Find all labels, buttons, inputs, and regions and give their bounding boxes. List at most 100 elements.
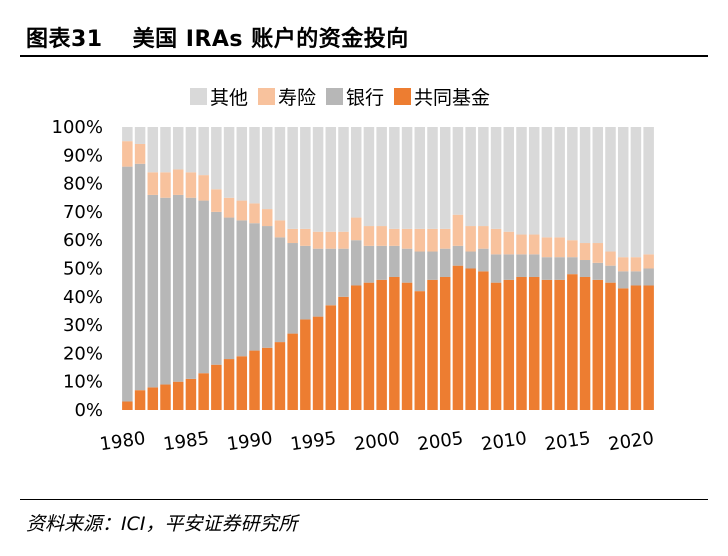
bar-segment-2019-s0 (617, 288, 629, 410)
bar-segment-1995-s1 (312, 248, 324, 317)
bar-segment-1989-s3 (236, 127, 248, 201)
bar-segment-2021-s3 (643, 127, 654, 255)
bar-segment-1996-s2 (325, 231, 337, 249)
bar-segment-1982-s1 (147, 194, 159, 388)
bar-segment-2017-s1 (592, 262, 604, 280)
bar-segment-2009-s0 (490, 282, 502, 410)
figure-title-text: 美国 IRAs 账户的资金投向 (132, 27, 409, 52)
bar-segment-2021-s0 (643, 285, 654, 410)
bar-segment-1987-s1 (211, 211, 222, 365)
bar-segment-2012-s1 (528, 254, 540, 277)
bar-segment-2019-s3 (617, 127, 629, 258)
legend-swatch-insurance (258, 87, 276, 105)
bar-segment-1984-s2 (172, 169, 184, 195)
bar-segment-1992-s2 (274, 220, 286, 238)
bar-segment-2009-s2 (490, 228, 502, 255)
bar-segment-2018-s0 (605, 282, 616, 410)
bar-segment-1980-s0 (122, 401, 133, 410)
bar-segment-1999-s0 (363, 282, 375, 410)
bar-segment-2000-s2 (376, 226, 387, 246)
bar-segment-1992-s3 (274, 127, 286, 221)
legend-item-other: 其他 (190, 83, 248, 110)
bar-segment-2011-s1 (516, 254, 527, 277)
y-tick-label: 70% (63, 202, 103, 223)
bar-segment-1981-s1 (134, 163, 146, 391)
bar-segment-2006-s2 (452, 214, 464, 246)
bar-segment-2008-s3 (478, 127, 489, 227)
bar-segment-2001-s3 (389, 127, 400, 229)
stacked-bar-chart: 0% 10% 20% 30% 40% 50% 60% 70% 80% 90% 100% 1980 198… (52, 117, 656, 455)
bar-segment-2012-s0 (528, 276, 540, 410)
bar-segment-1991-s1 (261, 226, 273, 348)
bar-segment-2008-s1 (478, 248, 489, 272)
bar-segment-2014-s3 (554, 127, 565, 238)
bar-segment-2001-s0 (389, 276, 400, 410)
bar-segment-2016-s0 (579, 276, 591, 410)
bar-segment-1991-s3 (261, 127, 273, 210)
bar-segment-2007-s2 (465, 226, 476, 252)
bar-segment-2010-s0 (503, 279, 515, 410)
bar-segment-2013-s3 (541, 127, 553, 238)
bar-segment-1997-s0 (338, 296, 349, 410)
bar-segment-1993-s3 (287, 127, 298, 229)
bar-segment-2002-s2 (401, 228, 413, 249)
bar-segment-2019-s1 (617, 271, 629, 289)
bar-segment-2010-s2 (503, 231, 515, 255)
bar-segment-2006-s0 (452, 265, 464, 410)
bar-segment-2007-s3 (465, 127, 476, 227)
x-tick-label: 2005 (416, 428, 464, 455)
legend-swatch-other (190, 87, 207, 105)
bar-segment-1981-s2 (134, 143, 146, 164)
bar-segment-1989-s1 (236, 220, 248, 357)
bar-segment-2006-s3 (452, 127, 464, 215)
x-tick-label: 1995 (289, 428, 337, 455)
bar-segment-2016-s2 (579, 243, 591, 261)
bar-segment-1992-s1 (274, 237, 286, 343)
bar-segment-1984-s0 (172, 381, 184, 410)
bar-segment-2004-s3 (427, 127, 438, 229)
bar-segment-2013-s2 (541, 237, 553, 258)
bar-segment-1999-s2 (363, 226, 375, 246)
bar-segment-1985-s1 (185, 197, 197, 379)
bar-segment-2010-s1 (503, 254, 515, 280)
bar-segment-1995-s0 (312, 316, 324, 410)
bar-segment-1989-s0 (236, 356, 248, 410)
bar-segment-2010-s3 (503, 127, 515, 232)
bar-segment-2020-s1 (630, 271, 642, 286)
bar-segment-2004-s2 (427, 228, 438, 252)
bar-segment-1990-s0 (249, 350, 260, 410)
bar-segment-2000-s1 (376, 245, 387, 280)
bar-segment-1986-s0 (198, 373, 209, 410)
y-tick-label: 80% (63, 174, 103, 195)
bar-segment-2015-s2 (567, 240, 578, 258)
bar-segment-2003-s2 (414, 228, 426, 252)
bar-segment-2007-s1 (465, 251, 476, 269)
top-rule (20, 55, 708, 57)
figure-title: 图表31 美国 IRAs 账户的资金投向 (26, 21, 409, 53)
bar-segment-1985-s2 (185, 172, 197, 198)
bar-segment-1996-s1 (325, 248, 337, 306)
bar-segment-2005-s0 (439, 276, 451, 410)
bar-segment-2020-s0 (630, 285, 642, 410)
bar-segment-2001-s1 (389, 245, 400, 277)
bar-segment-2011-s2 (516, 234, 527, 255)
bar-segment-1982-s0 (147, 387, 159, 410)
bar-segment-2018-s1 (605, 265, 616, 283)
y-tick-label: 40% (63, 287, 103, 308)
bar-segment-2002-s3 (401, 127, 413, 229)
bar-segment-1994-s0 (300, 319, 311, 410)
bar-segment-2009-s1 (490, 254, 502, 283)
bar-segment-1995-s3 (312, 127, 324, 232)
bar-segment-1998-s3 (350, 127, 362, 218)
bar-segment-1985-s3 (185, 127, 197, 173)
bar-segment-1989-s2 (236, 200, 248, 221)
bar-segment-2007-s0 (465, 268, 476, 410)
bar-segment-1981-s3 (134, 127, 146, 144)
bar-segment-1994-s2 (300, 228, 311, 246)
bar-segment-2002-s0 (401, 282, 413, 410)
bar-segment-1997-s3 (338, 127, 349, 232)
bar-segment-2002-s1 (401, 248, 413, 283)
bar-segment-1990-s3 (249, 127, 260, 204)
bar-segment-1981-s0 (134, 390, 146, 410)
bar-segment-1995-s2 (312, 231, 324, 249)
